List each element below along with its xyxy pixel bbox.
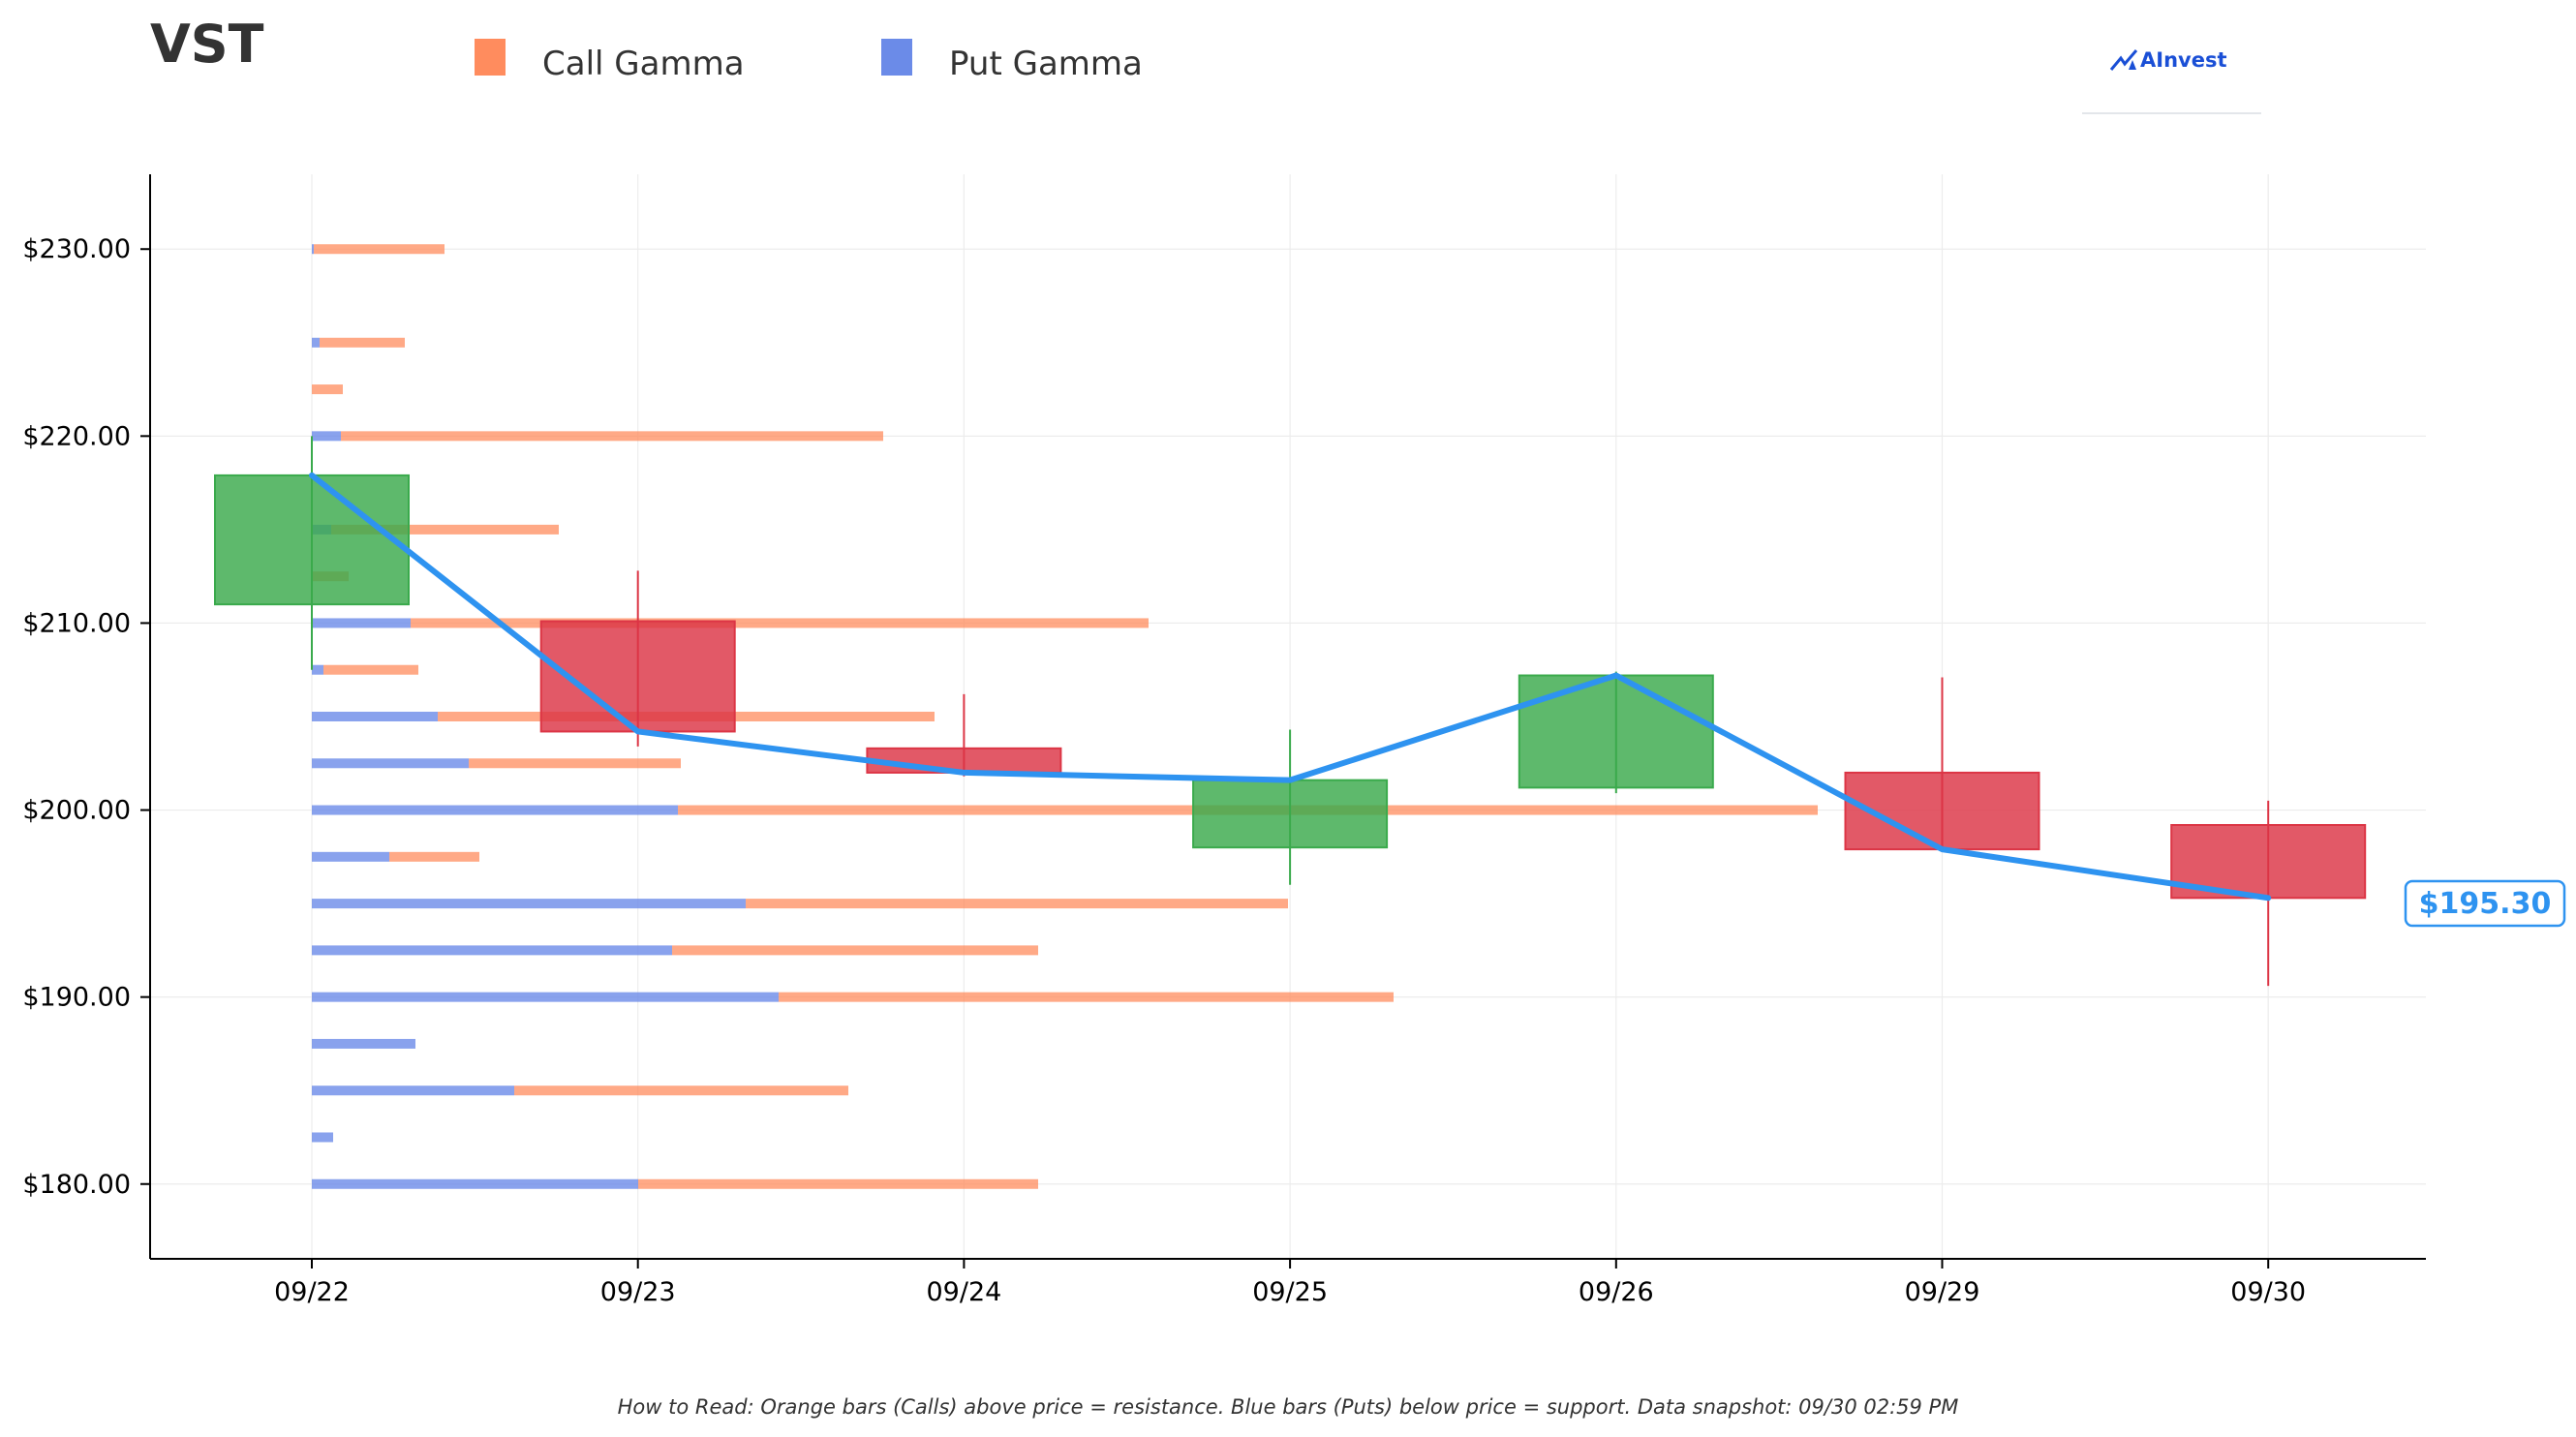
candle-body: [539, 620, 736, 733]
call-gamma-bar: [638, 1178, 1038, 1189]
put-gamma-bar: [312, 431, 341, 442]
y-tick-label: $210.00: [22, 608, 131, 638]
call-gamma-bar: [331, 524, 559, 535]
call-gamma-bar: [514, 1085, 848, 1096]
call-gamma-bar: [672, 945, 1038, 956]
legend-label-call-gamma: Call Gamma: [542, 45, 745, 83]
put-gamma-bar: [312, 899, 746, 909]
call-gamma-bar: [779, 992, 1394, 1002]
axes: $180.00 $190.00 $200.00 $210.00 $220.00 $230.…: [22, 174, 2426, 1307]
legend-swatch-call-gamma: [475, 39, 506, 76]
put-gamma-bar: [312, 945, 672, 956]
put-gamma-bar: [312, 1132, 333, 1143]
current-price-tag: $195.30: [2404, 879, 2566, 928]
put-gamma-bar: [312, 712, 438, 721]
call-gamma-bar: [323, 664, 418, 675]
put-gamma-bar: [312, 1178, 638, 1189]
put-gamma-bar: [312, 664, 323, 675]
candle-body: [214, 474, 410, 606]
y-tick-label: $230.00: [22, 234, 131, 264]
close-line: [309, 472, 2272, 902]
put-gamma-bar: [312, 244, 314, 255]
call-gamma-bar: [469, 758, 681, 769]
legend: Call Gamma Put Gamma: [475, 39, 1143, 83]
call-gamma-bar: [389, 851, 479, 862]
put-gamma-bar: [312, 1085, 514, 1096]
legend-label-put-gamma: Put Gamma: [949, 45, 1143, 83]
x-tick-label: 09/26: [1579, 1277, 1654, 1307]
footer-note: How to Read: Orange bars (Calls) above p…: [618, 1395, 1959, 1419]
y-tick-label: $180.00: [22, 1170, 131, 1200]
candle-body: [1518, 674, 1714, 789]
put-gamma-bar: [312, 618, 411, 628]
ainvest-logo-icon: [2109, 49, 2138, 71]
put-gamma-bar: [312, 1038, 415, 1049]
x-tick-label: 09/23: [600, 1277, 676, 1307]
call-gamma-bar: [314, 244, 445, 255]
put-gamma-bar: [312, 851, 389, 862]
brand-logo: AInvest: [2082, 39, 2261, 114]
put-gamma-bar: [312, 337, 320, 348]
candle-body: [1192, 779, 1389, 849]
current-price-label: $195.30: [2419, 887, 2552, 921]
x-tick-label: 09/25: [1252, 1277, 1328, 1307]
x-tick-label: 09/22: [274, 1277, 350, 1307]
chart-title: VST: [150, 14, 264, 75]
brand-name: AInvest: [2140, 48, 2227, 72]
legend-swatch-put-gamma: [881, 39, 912, 76]
call-gamma-bar: [320, 337, 405, 348]
candle-body: [866, 747, 1062, 774]
call-gamma-bar: [341, 431, 883, 442]
close-price-line: [309, 472, 2272, 902]
y-tick-label: $200.00: [22, 796, 131, 826]
x-tick-label: 09/29: [1905, 1277, 1980, 1307]
call-gamma-bar: [746, 899, 1288, 909]
y-tick-label: $220.00: [22, 421, 131, 451]
x-tick-label: 09/24: [926, 1277, 1001, 1307]
put-gamma-bar: [312, 805, 678, 815]
call-gamma-bar: [411, 618, 1149, 628]
call-gamma-bar: [312, 384, 343, 395]
put-gamma-bar: [312, 758, 469, 769]
current-price-box: [2404, 879, 2566, 928]
put-gamma-bar: [312, 992, 779, 1002]
x-tick-label: 09/30: [2230, 1277, 2306, 1307]
y-tick-label: $190.00: [22, 983, 131, 1013]
